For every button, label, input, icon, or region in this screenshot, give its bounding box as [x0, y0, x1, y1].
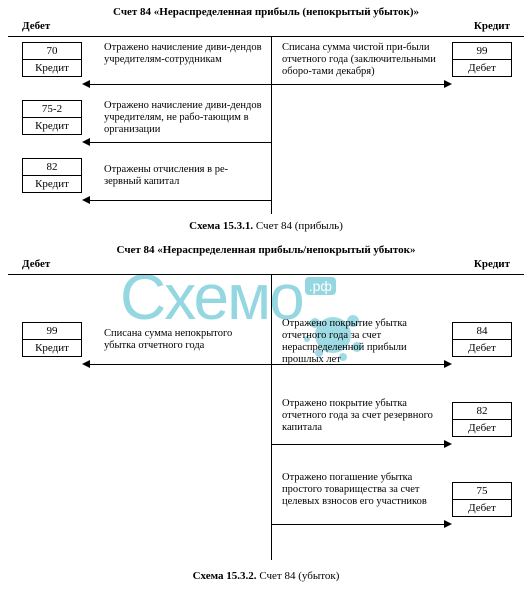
diagram-loss: Счет 84 «Нераспределенная прибыль/непокр…	[8, 244, 524, 590]
diagram1-header: Дебет Кредит	[8, 20, 524, 37]
arrow-left-icon	[82, 138, 90, 146]
acct-num: 70	[23, 43, 81, 60]
arrow-left-icon	[82, 360, 90, 368]
connector	[272, 444, 444, 445]
arrow-right-icon	[444, 360, 452, 368]
desc-82: Отражены отчисления в ре-зервный капитал	[104, 164, 264, 188]
acct-num: 99	[23, 323, 81, 340]
desc-75-2: Отражено начисление диви-дендов учредите…	[104, 100, 264, 136]
header-credit: Кредит	[474, 20, 510, 32]
desc-84-loss: Отражено покрытие убытка отчетного года …	[282, 318, 442, 366]
acct-label: Кредит	[23, 118, 81, 134]
acct-box-70: 70 Кредит	[22, 42, 82, 77]
acct-box-82-loss: 82 Дебет	[452, 402, 512, 437]
caption-rest: Счет 84 (убыток)	[257, 570, 340, 582]
acct-box-75-loss: 75 Дебет	[452, 482, 512, 517]
diagram2-caption: Схема 15.3.2. Счет 84 (убыток)	[8, 570, 524, 582]
header-credit: Кредит	[474, 258, 510, 270]
connector	[90, 84, 271, 85]
acct-label: Дебет	[453, 500, 511, 516]
acct-num: 82	[23, 159, 81, 176]
acct-box-99: 99 Дебет	[452, 42, 512, 77]
center-divider	[271, 274, 272, 560]
connector	[272, 524, 444, 525]
desc-70: Отражено начисление диви-дендов учредите…	[104, 42, 264, 66]
acct-label: Кредит	[23, 176, 81, 192]
acct-label: Дебет	[453, 420, 511, 436]
diagram-profit: Счет 84 «Нераспределенная прибыль (непок…	[8, 6, 524, 238]
arrow-right-icon	[444, 80, 452, 88]
acct-label: Кредит	[23, 60, 81, 76]
header-debit: Дебет	[22, 258, 50, 270]
diagram1-caption: Схема 15.3.1. Счет 84 (прибыль)	[8, 220, 524, 232]
connector	[90, 142, 271, 143]
connector	[272, 84, 444, 85]
caption-bold: Схема 15.3.2.	[193, 570, 257, 582]
desc-99-loss: Списана сумма непокрытого убытка отчетно…	[104, 328, 264, 352]
diagram2-title: Счет 84 «Нераспределенная прибыль/непокр…	[8, 244, 524, 256]
acct-num: 84	[453, 323, 511, 340]
diagram1-title: Счет 84 «Нераспределенная прибыль (непок…	[8, 6, 524, 18]
acct-box-99-loss: 99 Кредит	[22, 322, 82, 357]
acct-box-75-2: 75-2 Кредит	[22, 100, 82, 135]
arrow-right-icon	[444, 440, 452, 448]
acct-num: 75	[453, 483, 511, 500]
arrow-right-icon	[444, 520, 452, 528]
acct-num: 82	[453, 403, 511, 420]
caption-rest: Счет 84 (прибыль)	[253, 220, 343, 232]
center-divider	[271, 36, 272, 214]
acct-box-82: 82 Кредит	[22, 158, 82, 193]
acct-label: Дебет	[453, 340, 511, 356]
desc-75-loss: Отражено погашение убытка простого товар…	[282, 472, 442, 508]
arrow-left-icon	[82, 80, 90, 88]
caption-bold: Схема 15.3.1.	[189, 220, 253, 232]
connector	[90, 364, 271, 365]
connector	[272, 364, 444, 365]
diagram2-header: Дебет Кредит	[8, 258, 524, 275]
acct-num: 75-2	[23, 101, 81, 118]
desc-82-loss: Отражено покрытие убытка отчетного года …	[282, 398, 442, 434]
acct-num: 99	[453, 43, 511, 60]
connector	[90, 200, 271, 201]
acct-label: Дебет	[453, 60, 511, 76]
arrow-left-icon	[82, 196, 90, 204]
header-debit: Дебет	[22, 20, 50, 32]
desc-99: Списана сумма чистой при-были отчетного …	[282, 42, 442, 78]
acct-box-84-loss: 84 Дебет	[452, 322, 512, 357]
acct-label: Кредит	[23, 340, 81, 356]
